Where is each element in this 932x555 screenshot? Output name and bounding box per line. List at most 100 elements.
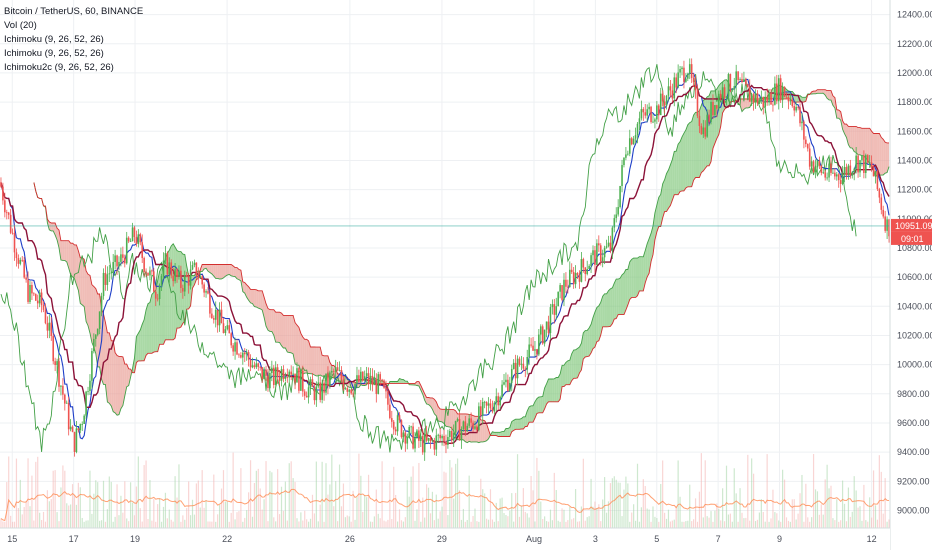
candle: [350, 389, 352, 394]
volume-bar: [478, 521, 480, 528]
candle: [450, 430, 453, 441]
volume-bar: [157, 504, 159, 528]
candle: [441, 435, 443, 439]
volume-bar: [644, 486, 646, 528]
candle: [449, 430, 451, 437]
volume-bar: [387, 519, 389, 528]
candle: [808, 148, 811, 167]
candle: [505, 379, 507, 383]
candle: [311, 379, 314, 387]
candle: [265, 369, 267, 376]
volume-bar: [532, 490, 534, 528]
cloud-segment: [505, 428, 508, 437]
volume-bar: [551, 520, 553, 528]
indicator-ichimoku-2[interactable]: Ichimoku (9, 26, 52, 26): [4, 48, 104, 59]
volume-bar: [872, 470, 875, 528]
candle: [499, 396, 501, 406]
cloud-segment: [877, 133, 880, 176]
candle: [874, 171, 877, 177]
candle: [332, 371, 335, 372]
candle: [559, 285, 561, 292]
volume-bar: [429, 513, 432, 528]
candle: [178, 270, 180, 277]
cloud-segment: [314, 347, 317, 376]
cloud-segment: [267, 308, 270, 332]
candle: [791, 99, 794, 107]
volume-bar: [248, 492, 250, 528]
volume-bar: [302, 520, 304, 528]
cloud-segment: [310, 347, 313, 374]
candle: [203, 284, 205, 293]
volume-bar: [727, 514, 730, 528]
cloud-segment: [836, 109, 839, 119]
x-tick-label: 17: [69, 534, 79, 544]
candle: [541, 326, 544, 344]
volume-bar: [319, 504, 321, 528]
indicator-ichimoku-1[interactable]: Ichimoku (9, 26, 52, 26): [4, 34, 104, 45]
indicator-vol[interactable]: Vol (20): [4, 20, 37, 31]
cloud-segment: [254, 289, 257, 308]
candle: [108, 273, 111, 275]
cloud-segment: [275, 312, 278, 343]
cloud-segment: [614, 279, 617, 319]
cloud-segment: [633, 258, 636, 298]
volume-bar: [331, 454, 333, 528]
cloud-segment: [238, 269, 241, 281]
volume-bar: [733, 468, 735, 528]
candle: [209, 293, 211, 314]
cloud-segment: [271, 309, 274, 336]
cloud-segment: [850, 126, 853, 149]
candle: [630, 138, 633, 145]
volume-bar: [586, 517, 588, 528]
cloud-segment: [115, 352, 118, 416]
candle: [300, 370, 302, 391]
candle: [578, 275, 581, 282]
candle: [94, 334, 97, 339]
candle: [692, 77, 695, 83]
volume-bar: [489, 489, 492, 528]
volume-bar: [843, 503, 846, 528]
cloud-segment: [356, 383, 359, 388]
cloud-segment: [277, 312, 280, 343]
candle: [781, 86, 784, 101]
symbol-title[interactable]: Bitcoin / TetherUS, 60, BINANCE: [4, 6, 144, 17]
volume-bar: [155, 521, 157, 528]
candle: [122, 254, 124, 258]
volume-bar: [19, 479, 21, 528]
candle: [15, 252, 18, 259]
cloud-segment: [126, 364, 129, 387]
volume-bar: [396, 521, 399, 528]
cloud-segment: [416, 381, 419, 386]
cloud-segment: [860, 127, 862, 156]
candle: [487, 403, 490, 406]
candle: [669, 86, 672, 91]
cloud-segment: [204, 264, 207, 269]
cloud-segment: [279, 312, 282, 346]
x-tick-label: Aug: [526, 534, 542, 544]
volume-bar: [377, 513, 379, 528]
indicator-ichimoku2c[interactable]: Ichimoku2c (9, 26, 52, 26): [4, 62, 114, 73]
volume-bar: [716, 503, 718, 528]
cloud-segment: [643, 250, 646, 291]
volume-bar: [462, 508, 464, 528]
cloud-segment: [217, 264, 220, 280]
volume-bar: [433, 520, 435, 528]
volume-bar: [559, 521, 561, 528]
volume-bar: [211, 521, 213, 528]
y-tick-label: 9400.00: [897, 447, 930, 457]
candle: [245, 352, 248, 355]
volume-bar: [656, 518, 658, 528]
volume-bar: [325, 463, 327, 528]
cloud-segment: [521, 416, 524, 429]
cloud-segment: [627, 261, 630, 306]
volume-bar: [455, 463, 457, 528]
y-tick-label: 11000.00: [897, 214, 932, 224]
volume-bar: [534, 521, 536, 528]
volume-bar: [516, 454, 519, 528]
volume-bar: [812, 454, 815, 528]
volume-bar: [650, 521, 652, 528]
cloud-segment: [658, 194, 661, 227]
volume-bar: [31, 475, 33, 528]
volume-bar: [286, 520, 288, 528]
